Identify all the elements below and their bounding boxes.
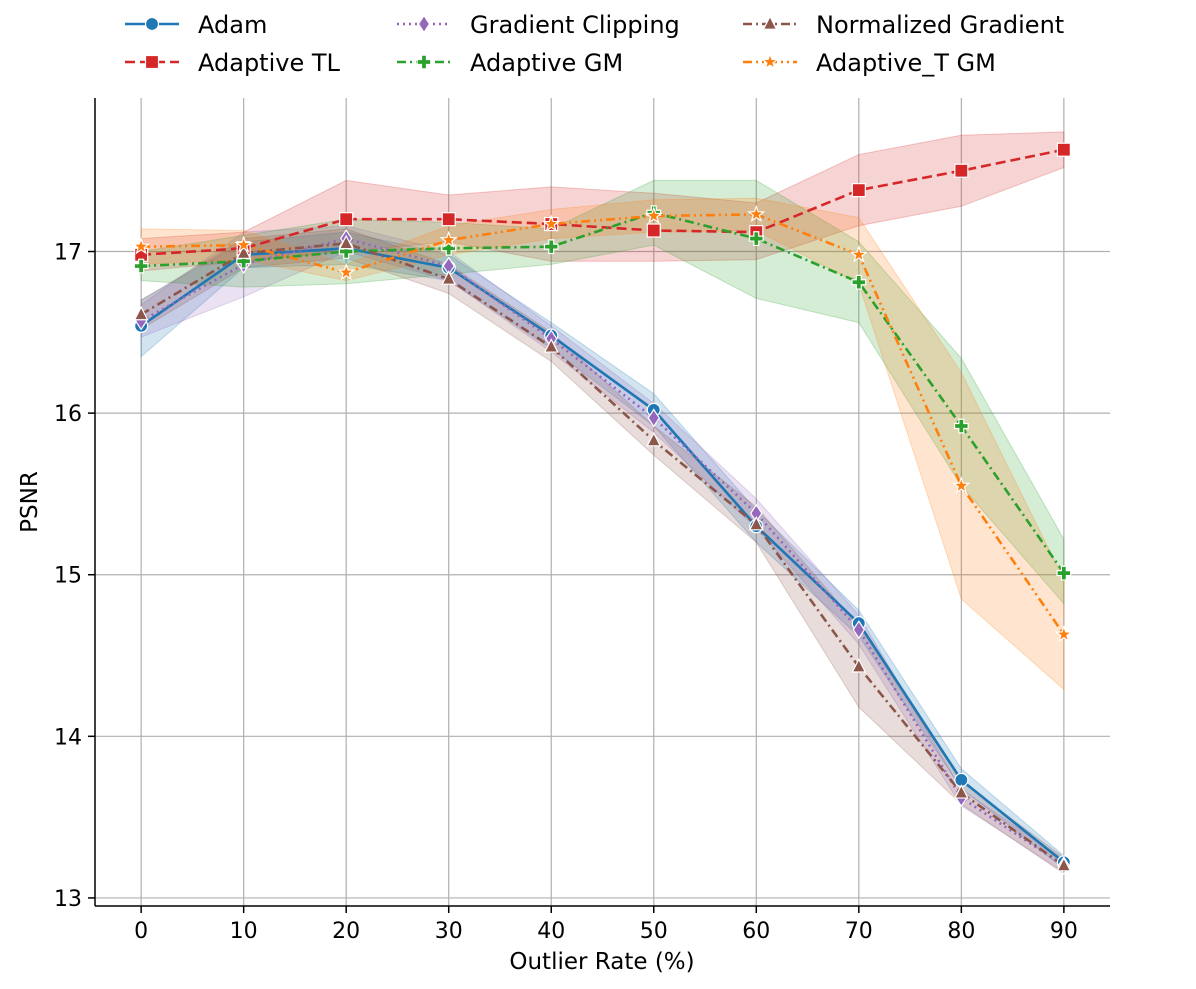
- legend: Adam Adaptive TL Gradient Clipping Adaptive…: [125, 11, 1064, 77]
- data-point: [852, 620, 866, 640]
- data-point: [748, 231, 764, 247]
- confidence-band: [140, 179, 1065, 606]
- legend-entry: Gradient Clipping: [397, 11, 680, 39]
- legend-entry: Adaptive_T GM: [743, 49, 996, 77]
- series-line: [140, 246, 1065, 864]
- legend-label: Adam: [198, 11, 267, 39]
- data-point: [543, 239, 559, 255]
- data-point: [133, 258, 149, 274]
- data-point: [647, 408, 661, 428]
- legend-label: Adaptive_T GM: [816, 49, 996, 77]
- series-line: [141, 211, 1065, 574]
- legend-marker: [144, 16, 160, 32]
- axes: 0 10 20 30 40 50 60 70 80 90 13 14 15 16 17: [54, 98, 1110, 944]
- data-point: [1056, 142, 1071, 157]
- data-point: [441, 270, 457, 285]
- x-tick-label: 80: [947, 919, 975, 944]
- data-point: [1054, 624, 1073, 643]
- data-point: [953, 784, 969, 799]
- data-point: [646, 431, 662, 447]
- data-point: [851, 274, 867, 290]
- series-line: [140, 242, 1065, 867]
- y-axis-label: PSNR: [17, 471, 43, 533]
- x-tick-label: 70: [845, 919, 873, 944]
- legend-entry: Adam: [125, 11, 267, 39]
- data-point: [748, 515, 764, 531]
- data-point: [542, 214, 561, 232]
- x-tick-label: 0: [134, 919, 148, 944]
- y-tick-label: 14: [54, 725, 82, 750]
- series-line: [141, 213, 1065, 636]
- data-point: [133, 305, 149, 321]
- data-point: [441, 212, 456, 227]
- series-line: [141, 148, 1065, 257]
- data-point: [337, 262, 356, 281]
- data-point: [644, 206, 663, 224]
- data-point: [952, 476, 971, 494]
- data-point: [954, 163, 969, 178]
- data-point: [851, 183, 866, 198]
- x-tick-label: 30: [435, 919, 463, 944]
- data-point: [439, 230, 458, 248]
- data-point: [1056, 565, 1072, 581]
- data-point: [851, 658, 867, 673]
- legend-marker: [416, 54, 432, 70]
- legend-entry: Normalized Gradient: [743, 11, 1064, 39]
- data-point: [543, 338, 559, 353]
- legend-label: Adaptive TL: [198, 49, 341, 77]
- y-tick-label: 15: [54, 564, 82, 589]
- data-point: [849, 245, 868, 263]
- x-axis-label: Outlier Rate (%): [509, 949, 694, 975]
- data-point: [1056, 856, 1072, 872]
- legend-label: Gradient Clipping: [470, 11, 680, 39]
- x-tick-label: 50: [640, 919, 668, 944]
- legend-marker: [417, 14, 431, 34]
- x-tick-label: 60: [742, 919, 770, 944]
- x-tick-label: 90: [1050, 919, 1078, 944]
- y-tick-label: 16: [54, 402, 82, 427]
- legend-entry: Adaptive GM: [397, 49, 623, 77]
- legend-entry: Adaptive TL: [125, 49, 341, 77]
- legend-label: Normalized Gradient: [816, 11, 1064, 39]
- legend-marker: [762, 15, 778, 30]
- legend-marker: [144, 54, 160, 70]
- y-tick-label: 17: [54, 241, 82, 266]
- legend-marker: [760, 52, 780, 70]
- data-point: [132, 237, 151, 255]
- data-point: [747, 204, 766, 223]
- data-point: [646, 223, 661, 238]
- data-point: [236, 244, 252, 259]
- x-tick-label: 40: [537, 919, 565, 944]
- series-markers: [132, 142, 1073, 876]
- x-tick-label: 10: [230, 919, 258, 944]
- legend-label: Adaptive GM: [470, 49, 623, 77]
- data-point: [338, 234, 354, 250]
- series-lines: [140, 148, 1065, 867]
- data-point: [339, 212, 354, 227]
- data-point: [953, 418, 969, 434]
- y-tick-label: 13: [54, 887, 82, 912]
- x-tick-label: 20: [332, 919, 360, 944]
- data-point: [234, 235, 253, 253]
- confidence-bands: [140, 131, 1065, 875]
